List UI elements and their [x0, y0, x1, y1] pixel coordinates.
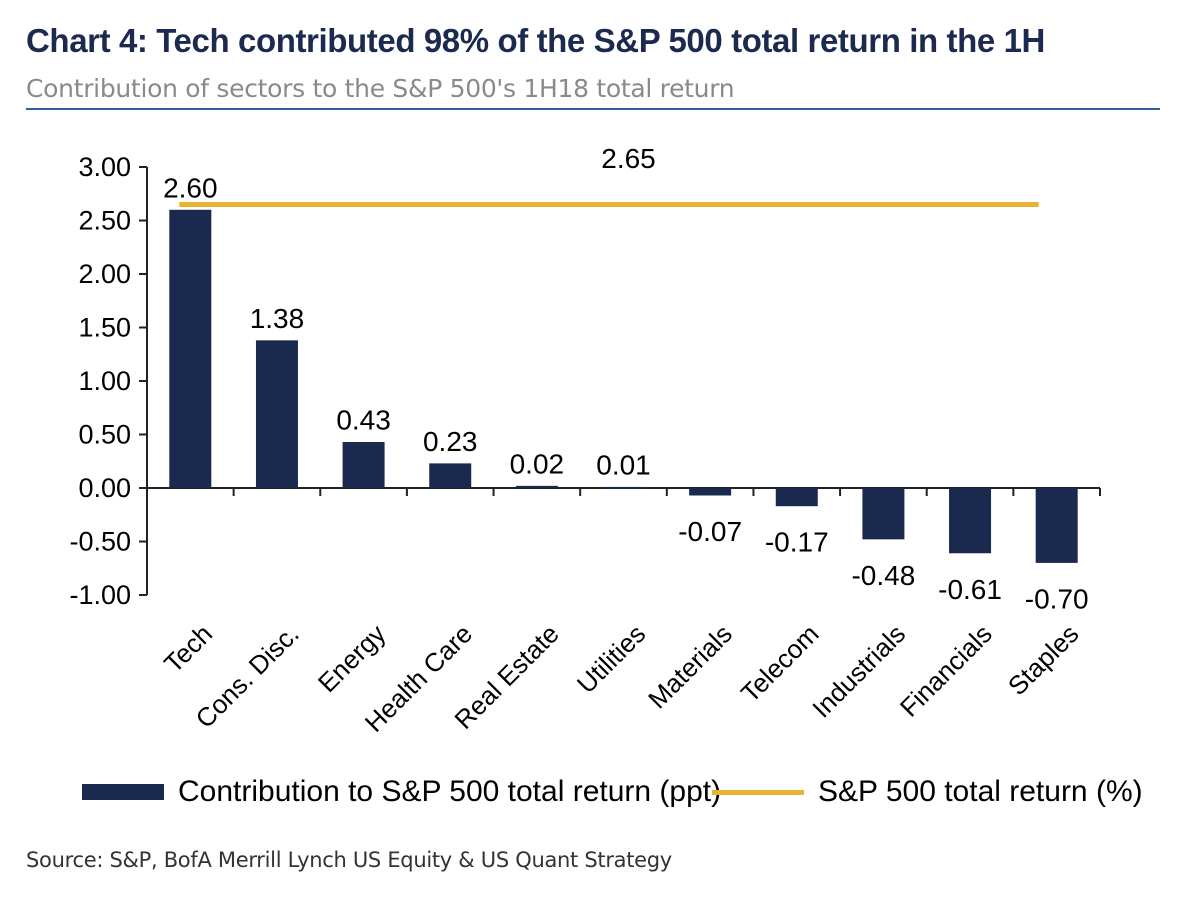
legend-item-contribution: Contribution to S&P 500 total return (pp…	[82, 770, 721, 814]
data-label: -0.07	[678, 516, 742, 547]
data-label: 1.38	[250, 303, 305, 334]
legend-label-contribution: Contribution to S&P 500 total return (pp…	[178, 775, 722, 808]
x-tick-label: Energy	[312, 619, 391, 698]
source-note: Source: S&P, BofA Merrill Lynch US Equit…	[26, 848, 672, 872]
data-label: 0.43	[336, 404, 391, 435]
header-divider	[26, 108, 1160, 110]
x-tick-label: Industrials	[806, 619, 911, 724]
bar-energy	[342, 441, 385, 488]
chart-subtitle: Contribution of sectors to the S&P 500's…	[26, 74, 735, 103]
data-label: 0.02	[510, 448, 565, 479]
bar-health-care	[429, 463, 472, 488]
data-label: -0.70	[1025, 583, 1089, 614]
x-tick-label: Tech	[158, 619, 218, 679]
data-label: -0.48	[851, 560, 915, 591]
bar-telecom	[775, 488, 818, 507]
bar-utilities	[602, 486, 645, 489]
y-tick-label: 1.00	[78, 366, 131, 396]
bar-tech	[169, 209, 212, 489]
bar-staples	[1035, 488, 1078, 563]
y-tick-label: 0.00	[78, 473, 131, 503]
x-tick-label: Materials	[642, 619, 738, 715]
y-tick-label: -0.50	[69, 527, 131, 557]
y-tick-label: 3.00	[78, 152, 131, 182]
y-tick-label: 0.50	[78, 420, 131, 450]
data-label: 0.01	[596, 449, 651, 480]
bar-financials	[949, 488, 992, 554]
bar-materials	[689, 488, 732, 496]
bar-cons-disc	[255, 340, 298, 488]
legend-swatch-line	[712, 789, 804, 795]
legend-label-total-return: S&P 500 total return (%)	[818, 775, 1143, 808]
bar-real-estate	[515, 485, 558, 488]
x-tick-label: Financials	[894, 619, 998, 723]
x-tick-label: Staples	[1002, 619, 1085, 702]
y-tick-label: 2.50	[78, 206, 131, 236]
x-tick-label: Telecom	[735, 619, 825, 709]
legend-swatch-bar	[82, 784, 164, 800]
legend-item-total-return: S&P 500 total return (%)	[712, 770, 1143, 814]
y-tick-label: 2.00	[78, 259, 131, 289]
data-label: 2.60	[163, 172, 218, 203]
x-tick-label: Utilities	[571, 619, 651, 699]
bar-industrials	[862, 488, 905, 540]
data-label: 0.23	[423, 426, 478, 457]
y-tick-label: 1.50	[78, 313, 131, 343]
data-label: -0.17	[765, 527, 829, 558]
total-return-label: 2.65	[601, 143, 656, 174]
data-label: -0.61	[938, 574, 1002, 605]
chart-title: Chart 4: Tech contributed 98% of the S&P…	[26, 22, 1045, 59]
y-tick-label: -1.00	[69, 580, 131, 610]
